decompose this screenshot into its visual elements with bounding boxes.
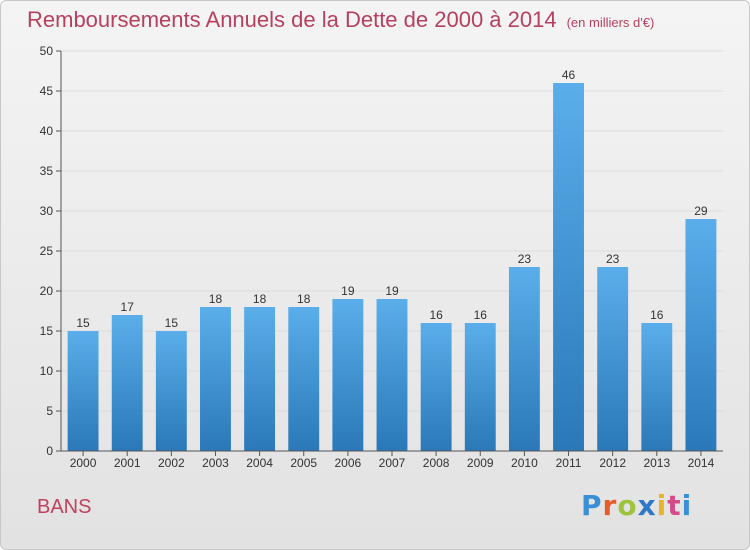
bar-2008 [420, 323, 452, 451]
bar-2014 [685, 219, 717, 451]
data-label-2003: 18 [209, 292, 223, 306]
data-label-2008: 16 [429, 308, 443, 322]
bar-2009 [464, 323, 496, 451]
x-tick-label-2006: 2006 [335, 456, 362, 470]
proxiti-logo: Proxiti [581, 489, 692, 522]
x-tick-label-2008: 2008 [423, 456, 450, 470]
bar-2005 [288, 307, 320, 451]
x-tick-label-2007: 2007 [379, 456, 406, 470]
data-label-2009: 16 [474, 308, 488, 322]
y-tick-label: 15 [40, 324, 54, 338]
data-label-2001: 17 [121, 300, 135, 314]
x-tick-label-2014: 2014 [688, 456, 715, 470]
data-label-2011: 46 [562, 68, 576, 82]
data-label-2007: 19 [385, 284, 399, 298]
y-tick-label: 40 [40, 124, 54, 138]
logo-letter: i [656, 489, 668, 522]
bars [67, 83, 717, 451]
data-label-2010: 23 [518, 252, 532, 266]
x-tick-label-2012: 2012 [599, 456, 626, 470]
logo-letter: r [602, 489, 618, 522]
logo-letter: o [617, 489, 638, 522]
bar-2004 [244, 307, 276, 451]
x-tick-label-2009: 2009 [467, 456, 494, 470]
y-tick-label: 45 [40, 84, 54, 98]
logo-letter: P [581, 489, 603, 522]
data-label-2012: 23 [606, 252, 620, 266]
data-label-2000: 15 [76, 316, 90, 330]
x-tick-label-2011: 2011 [556, 456, 582, 470]
data-label-2005: 18 [297, 292, 311, 306]
bar-2011 [553, 83, 584, 451]
bar-2000 [67, 331, 99, 451]
x-tick-label-2005: 2005 [290, 456, 317, 470]
bar-2013 [641, 323, 673, 451]
x-tick-label-2001: 2001 [114, 456, 141, 470]
bar-2003 [200, 307, 231, 451]
axes [56, 50, 723, 456]
bar-2007 [376, 299, 408, 451]
y-tick-label: 5 [46, 404, 53, 418]
y-tick-label: 0 [46, 444, 53, 458]
y-tick-label: 30 [40, 204, 54, 218]
y-tick-label: 50 [40, 44, 54, 58]
data-label-2014: 29 [694, 204, 708, 218]
x-tick-label-2010: 2010 [511, 456, 538, 470]
labels: 0 5 10 15 20 25 30 35 40 45 50 15 2000 17 2001 15 2002 18… [40, 44, 715, 470]
y-tick-label: 10 [40, 364, 54, 378]
x-tick-label-2003: 2003 [202, 456, 229, 470]
data-label-2004: 18 [253, 292, 267, 306]
logo-letter: t [667, 489, 682, 522]
bar-2012 [597, 267, 629, 451]
data-label-2006: 19 [341, 284, 355, 298]
bar-2010 [508, 267, 540, 451]
chart-title: Remboursements Annuels de la Dette de 20… [27, 7, 654, 33]
x-tick-label-2000: 2000 [70, 456, 97, 470]
logo-letter: i [681, 489, 693, 522]
x-tick-label-2004: 2004 [246, 456, 273, 470]
y-tick-label: 20 [40, 284, 54, 298]
y-tick-label: 35 [40, 164, 54, 178]
chart-title-text: Remboursements Annuels de la Dette de 20… [27, 7, 557, 32]
bar-2001 [111, 315, 143, 451]
logo-letter: x [637, 489, 657, 522]
bar-2002 [155, 331, 187, 451]
commune-name: BANS [37, 496, 92, 518]
data-label-2013: 16 [650, 308, 664, 322]
chart-unit: (en milliers d'€) [566, 15, 655, 30]
bar-2006 [332, 299, 364, 451]
y-tick-label: 25 [40, 244, 54, 258]
data-label-2002: 15 [165, 316, 179, 330]
x-tick-label-2013: 2013 [643, 456, 670, 470]
x-tick-label-2002: 2002 [158, 456, 185, 470]
